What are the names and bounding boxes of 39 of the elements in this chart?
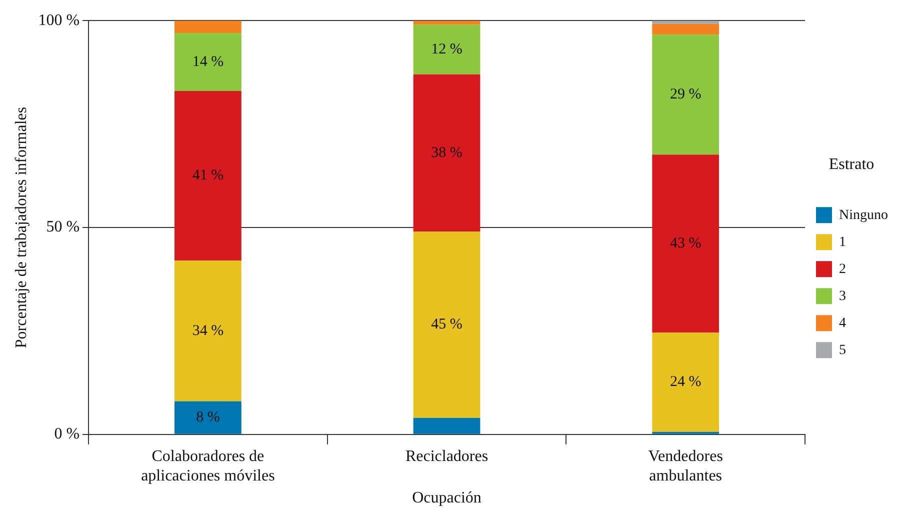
bar	[174, 20, 242, 34]
bar	[413, 24, 480, 74]
x-tick-label: Colaboradores de aplicaciones móviles	[141, 448, 275, 484]
data-label: 29 %	[670, 86, 702, 103]
legend-title: Estrato	[828, 156, 874, 174]
data-label: 45 %	[431, 316, 462, 333]
bar	[652, 332, 720, 432]
bar	[652, 20, 720, 24]
data-label: 8 %	[196, 410, 220, 426]
x-tick-label: Vendedores ambulantes	[648, 448, 723, 484]
bar	[174, 260, 242, 402]
bar	[652, 34, 720, 155]
x-tick-label: Recicladores	[405, 448, 488, 466]
bar	[174, 90, 242, 261]
legend-label: 4	[839, 316, 846, 331]
data-label: 34 %	[192, 322, 224, 339]
data-label: 12 %	[431, 42, 462, 58]
bar	[174, 401, 242, 434]
y-tick-label: 50 %	[46, 218, 80, 236]
y-tick-label: 0 %	[54, 426, 80, 443]
data-label: 14 %	[192, 54, 224, 70]
legend-label: Ninguno	[839, 208, 888, 223]
legend-label: 5	[839, 342, 846, 358]
y-axis-title: Porcentaje de trabajadores informales	[12, 106, 30, 348]
legend-label: 1	[839, 234, 846, 250]
bar	[413, 418, 480, 434]
legend-label: 2	[839, 262, 846, 277]
y-tick-label: 100 %	[38, 12, 80, 29]
bar	[652, 24, 720, 35]
data-label: 38 %	[431, 144, 462, 161]
x-axis-title: Ocupación	[412, 490, 482, 507]
data-label: 24 %	[670, 374, 702, 390]
bar	[652, 154, 720, 333]
legend-label: 3	[839, 288, 846, 304]
data-label: 43 %	[670, 236, 702, 252]
data-label: 41 %	[192, 168, 224, 184]
bar	[413, 74, 480, 232]
bar	[413, 232, 480, 418]
bar	[174, 33, 242, 91]
